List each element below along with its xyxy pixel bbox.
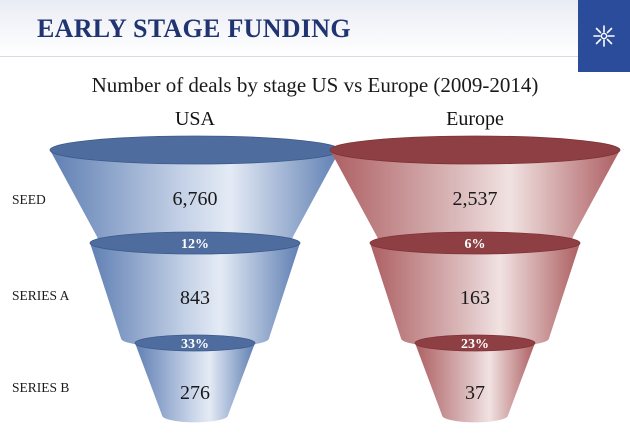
funnel-rim-europe-seed	[329, 135, 621, 165]
funnel-rim-usa-seed	[49, 135, 341, 165]
value-usa-seed: 6,760	[173, 188, 218, 210]
series-label-europe: Europe	[446, 108, 504, 130]
conversion-europe-series-b: 23%	[461, 337, 489, 352]
header-bar	[0, 0, 630, 57]
value-europe-seed: 2,537	[453, 188, 498, 210]
conversion-usa-series-a: 12%	[181, 237, 209, 252]
funnel-rim-usa-series-b	[134, 334, 256, 352]
funnel-usa-series-a	[90, 243, 300, 349]
funnel-usa-series-b	[135, 343, 255, 423]
stage-label-series-a: SERIES A	[12, 288, 70, 303]
value-europe-series-a: 163	[460, 287, 490, 309]
funnel-rim-usa-series-a	[89, 231, 301, 255]
funnel-europe-seed	[330, 150, 620, 250]
funnel-rim-europe-series-b	[414, 334, 536, 352]
funnel-usa-seed	[50, 150, 340, 250]
series-label-usa: USA	[174, 108, 216, 130]
page-title: EARLY STAGE FUNDING	[37, 14, 351, 43]
value-europe-series-b: 37	[465, 382, 485, 404]
stage-label-seed: SEED	[12, 192, 46, 207]
stage-label-series-b: SERIES B	[12, 380, 70, 395]
chart-title: Number of deals by stage US vs Europe (2…	[91, 73, 539, 97]
snowflake-star-icon	[593, 25, 615, 47]
conversion-europe-series-a: 6%	[465, 237, 486, 252]
value-usa-series-a: 843	[180, 287, 210, 309]
conversion-usa-series-b: 33%	[181, 337, 209, 352]
header-divider	[0, 56, 578, 57]
funnel-rim-europe-series-a	[369, 231, 581, 255]
logo	[578, 0, 630, 72]
funnel-europe-series-b	[415, 343, 535, 423]
value-usa-series-b: 276	[180, 382, 210, 404]
funnel-europe-series-a	[370, 243, 580, 349]
